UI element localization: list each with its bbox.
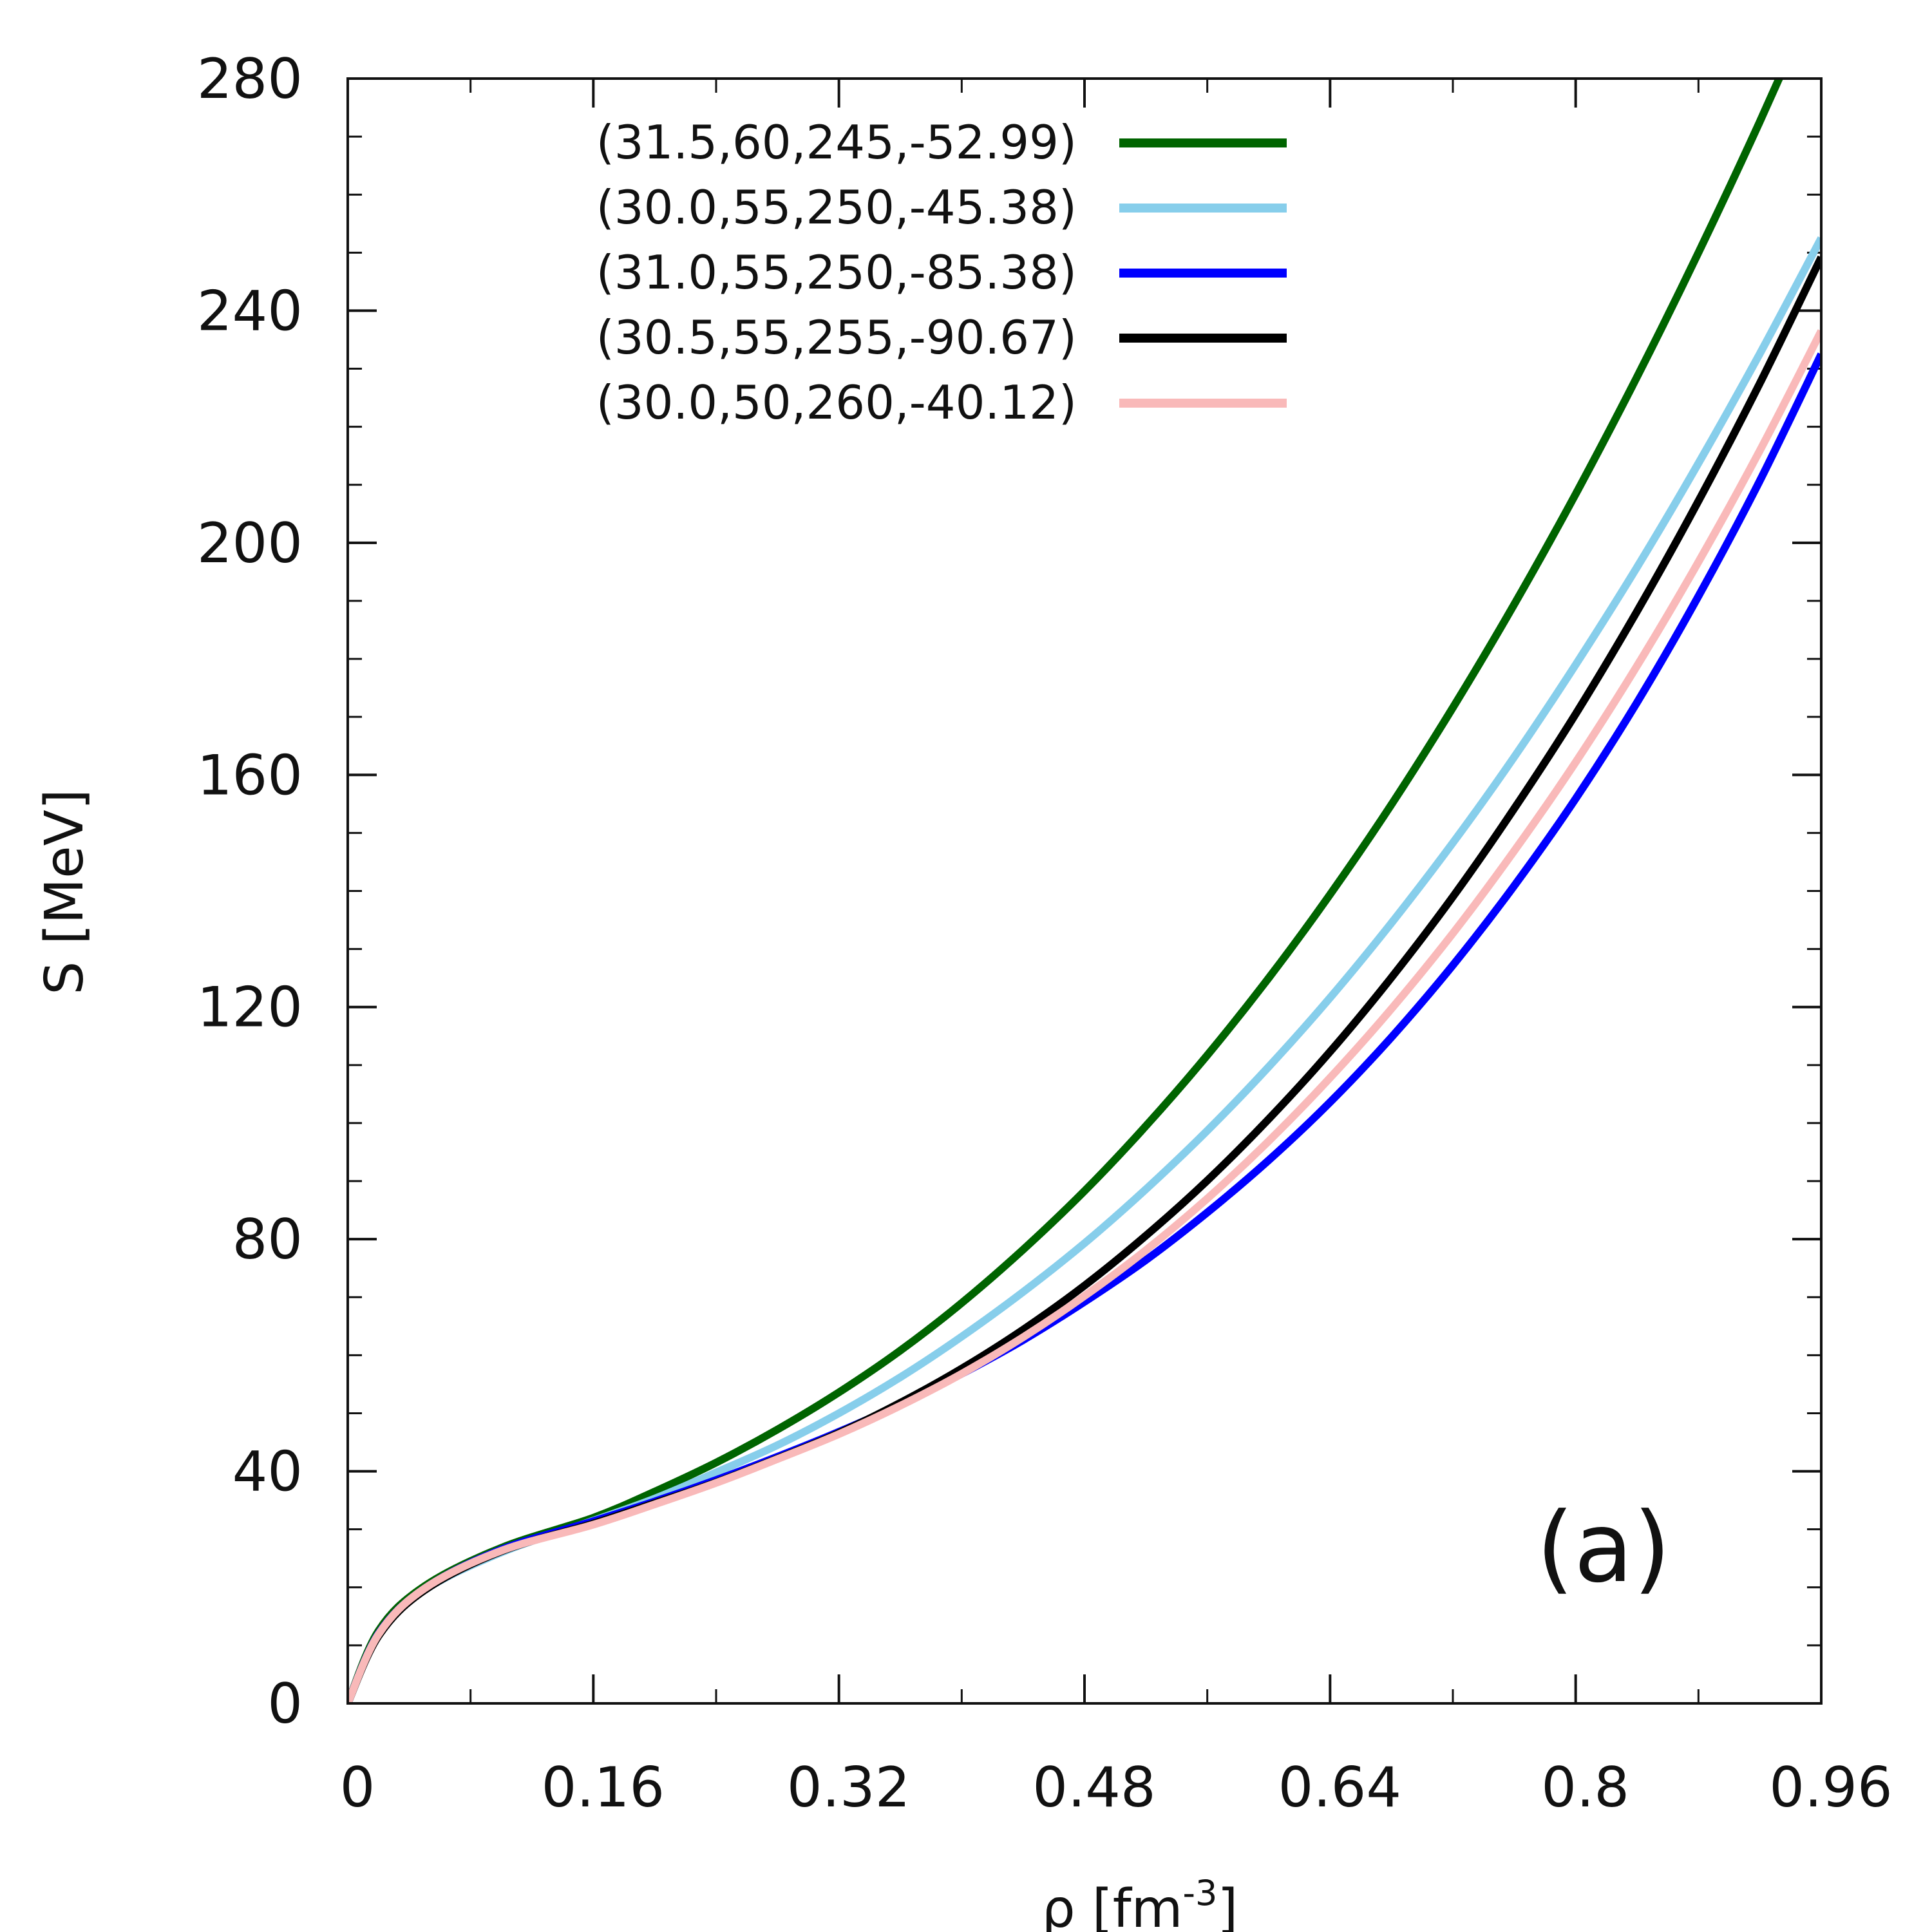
major-ticks [346,77,1823,1705]
series-line-2 [348,236,1821,1703]
y-tick-label: 200 [197,511,303,576]
y-tick-label: 120 [197,976,303,1040]
panel-label: (a) [1537,1492,1671,1604]
y-tick-label: 40 [232,1440,303,1504]
y-tick-label: 160 [197,743,303,808]
plot-frame [346,77,1823,1705]
legend: (31.5,60,245,-52.99) (30.0,55,250,-45.38)… [596,115,1287,430]
x-tick-label: 0.16 [542,1756,665,1820]
legend-label-1: (31.5,60,245,-52.99) [596,115,1077,169]
y-tick-label: 80 [232,1208,303,1272]
x-axis-title: ρ [fm-3] [1042,1873,1238,1932]
series-lines [348,79,1821,1703]
y-tick-label: 280 [197,47,303,111]
x-tick-label: 0 [340,1756,375,1820]
x-tick-labels: 0 0.16 0.32 0.48 0.64 0.8 0.96 [340,1756,1893,1820]
legend-label-4: (30.5,55,255,-90.67) [596,310,1077,365]
x-tick-label: 0.64 [1278,1756,1401,1820]
legend-label-5: (30.0,50,260,-40.12) [596,375,1077,430]
x-tick-label: 0.96 [1769,1756,1892,1820]
legend-label-2: (30.0,55,250,-45.38) [596,180,1077,234]
series-line-5 [348,329,1821,1703]
series-line-1 [348,79,1784,1703]
y-axis-title: S [MeV] [34,789,95,994]
x-tick-label: 0.48 [1032,1756,1155,1820]
legend-label-3: (31.0,55,250,-85.38) [596,245,1077,299]
x-tick-label: 0.32 [787,1756,910,1820]
y-tick-labels: 0 40 80 120 160 200 240 280 [197,47,303,1736]
minor-ticks [348,79,1821,1703]
y-tick-label: 240 [197,279,303,343]
series-line-4 [348,255,1821,1703]
x-tick-label: 0.8 [1541,1756,1629,1820]
y-tick-label: 0 [267,1672,303,1736]
